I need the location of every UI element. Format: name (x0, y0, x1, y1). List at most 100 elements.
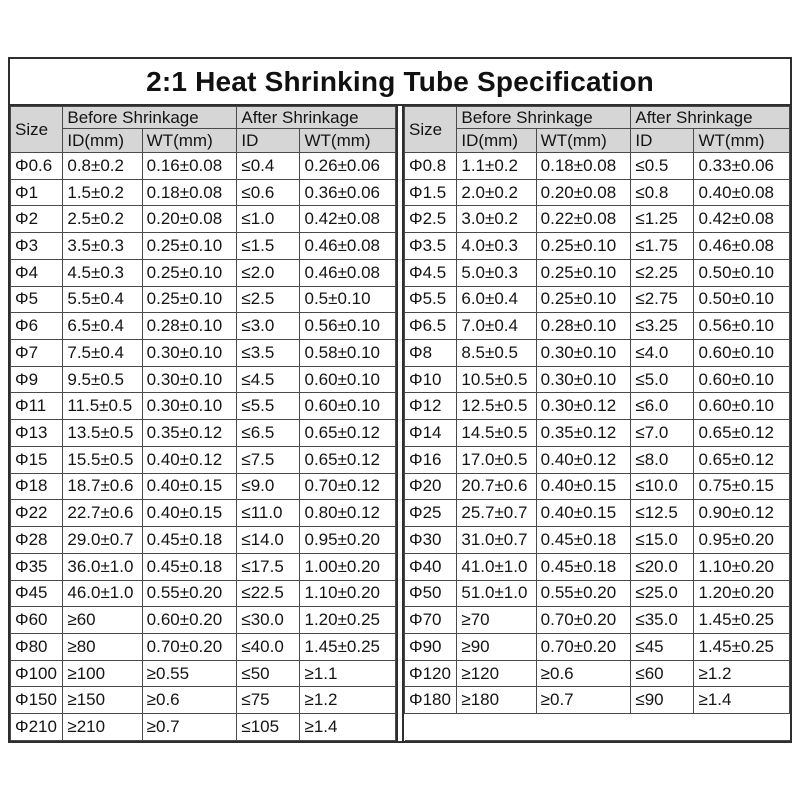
value-cell: ≥100 (62, 659, 143, 688)
value-cell: 0.5±0.10 (299, 285, 396, 314)
value-cell: 0.60±0.10 (299, 365, 396, 394)
table-row: Φ7 7.5±0.4 0.30±0.10 ≤3.5 0.58±0.10 (9, 339, 396, 367)
table-row: Φ22 22.7±0.6 0.40±0.15 ≤11.0 0.80±0.12 (9, 499, 396, 528)
size-cell: Φ6.5 (403, 312, 458, 341)
table-row: Φ70 ≥70 0.70±0.20 ≤35.0 1.45±0.25 (403, 606, 790, 634)
value-cell: 0.40±0.12 (141, 445, 238, 474)
table-row: Φ1.5 2.0±0.2 0.20±0.08 ≤0.8 0.40±0.08 (403, 178, 790, 207)
size-cell: Φ12 (403, 392, 458, 421)
value-cell: ≤2.25 (630, 258, 695, 287)
value-cell: 1.20±0.25 (299, 606, 396, 634)
table-row: Φ28 29.0±0.7 0.45±0.18 ≤14.0 0.95±0.20 (9, 526, 396, 554)
value-cell: ≤15.0 (630, 526, 695, 554)
size-cell: Φ180 (403, 686, 458, 715)
value-cell: 0.60±0.10 (693, 339, 790, 367)
value-cell: 7.0±0.4 (456, 312, 537, 341)
size-cell: Φ3.5 (403, 232, 458, 260)
table-row: Φ20 20.7±0.6 0.40±0.15 ≤10.0 0.75±0.15 (403, 472, 790, 501)
value-cell: 0.33±0.06 (693, 152, 790, 180)
value-cell: 0.60±0.10 (693, 392, 790, 421)
value-cell: ≤5.0 (630, 365, 695, 394)
value-cell: ≥1.1 (299, 659, 396, 688)
table-row: Φ90 ≥90 0.70±0.20 ≤45 1.45±0.25 (403, 632, 790, 661)
value-cell: 0.25±0.10 (535, 285, 632, 314)
value-cell: ≥90 (456, 632, 537, 661)
value-cell: 18.7±0.6 (62, 472, 143, 501)
value-cell: 0.50±0.10 (693, 258, 790, 287)
value-cell: ≥150 (62, 686, 143, 715)
value-cell: ≤4.5 (236, 365, 301, 394)
size-cell: Φ5 (9, 285, 64, 314)
value-cell: ≥0.6 (535, 659, 632, 688)
value-cell: 0.70±0.20 (141, 632, 238, 661)
size-cell: Φ210 (9, 713, 64, 741)
value-cell: 0.40±0.15 (141, 499, 238, 528)
table-row: Φ15 15.5±0.5 0.40±0.12 ≤7.5 0.65±0.12 (9, 445, 396, 474)
size-cell: Φ0.6 (9, 152, 64, 180)
value-cell: 2.0±0.2 (456, 178, 537, 207)
table-row: Φ5.5 6.0±0.4 0.25±0.10 ≤2.75 0.50±0.10 (403, 285, 790, 314)
size-cell: Φ11 (9, 392, 64, 421)
value-cell: 0.20±0.08 (535, 178, 632, 207)
value-cell: 0.30±0.10 (535, 365, 632, 394)
value-cell: 0.50±0.10 (693, 285, 790, 314)
value-cell: 0.45±0.18 (141, 552, 238, 581)
value-cell: ≥210 (62, 713, 143, 741)
value-cell: 0.80±0.12 (299, 499, 396, 528)
size-cell: Φ1.5 (403, 178, 458, 207)
value-cell: 1.1±0.2 (456, 152, 537, 180)
value-cell: 0.42±0.08 (299, 205, 396, 234)
size-cell: Φ0.8 (403, 152, 458, 180)
value-cell: 0.26±0.06 (299, 152, 396, 180)
value-cell: 2.5±0.2 (62, 205, 143, 234)
value-cell: 0.25±0.10 (535, 258, 632, 287)
header-sub-row: ID(mm) WT(mm) ID WT(mm) (11, 128, 396, 153)
size-cell: Φ20 (403, 472, 458, 501)
size-cell: Φ5.5 (403, 285, 458, 314)
value-cell: 10.5±0.5 (456, 365, 537, 394)
size-cell: Φ2.5 (403, 205, 458, 234)
value-cell: ≤1.5 (236, 232, 301, 260)
value-cell: 0.60±0.10 (693, 365, 790, 394)
size-cell: Φ2 (9, 205, 64, 234)
value-cell: 0.30±0.12 (535, 392, 632, 421)
table-row: Φ14 14.5±0.5 0.35±0.12 ≤7.0 0.65±0.12 (403, 419, 790, 447)
size-cell: Φ4.5 (403, 258, 458, 287)
value-cell: 31.0±0.7 (456, 526, 537, 554)
value-cell: 6.5±0.4 (62, 312, 143, 341)
value-cell: ≤75 (236, 686, 301, 715)
size-cell: Φ30 (403, 526, 458, 554)
table-row: Φ4 4.5±0.3 0.25±0.10 ≤2.0 0.46±0.08 (9, 258, 396, 287)
header-group-row: Size Before Shrinkage After Shrinkage (403, 106, 790, 153)
value-cell: 36.0±1.0 (62, 552, 143, 581)
table-row: Φ0.6 0.8±0.2 0.16±0.08 ≤0.4 0.26±0.06 (9, 152, 396, 180)
spec-table-right-wrapper: Size Before Shrinkage After Shrinkage ID… (402, 106, 790, 741)
table-row: Φ6.5 7.0±0.4 0.28±0.10 ≤3.25 0.56±0.10 (403, 312, 790, 341)
value-cell: 0.56±0.10 (693, 312, 790, 341)
value-cell: 0.35±0.12 (141, 419, 238, 447)
value-cell: 11.5±0.5 (62, 392, 143, 421)
value-cell: 8.5±0.5 (456, 339, 537, 367)
header-group-row: Size Before Shrinkage After Shrinkage (9, 106, 396, 153)
column-header-after-id: ID (236, 128, 301, 153)
size-cell: Φ28 (9, 526, 64, 554)
value-cell: ≤11.0 (236, 499, 301, 528)
value-cell: 0.75±0.15 (693, 472, 790, 501)
value-cell: 0.65±0.12 (693, 419, 790, 447)
value-cell: ≤1.0 (236, 205, 301, 234)
value-cell: 0.36±0.06 (299, 178, 396, 207)
table-row: Φ25 25.7±0.7 0.40±0.15 ≤12.5 0.90±0.12 (403, 499, 790, 528)
value-cell: ≤7.0 (630, 419, 695, 447)
size-cell: Φ45 (9, 579, 64, 608)
value-cell: ≥1.4 (299, 713, 396, 741)
size-cell: Φ4 (9, 258, 64, 287)
size-cell: Φ90 (403, 632, 458, 661)
value-cell: 0.65±0.12 (299, 445, 396, 474)
table-row: Φ13 13.5±0.5 0.35±0.12 ≤6.5 0.65±0.12 (9, 419, 396, 447)
value-cell: 3.5±0.3 (62, 232, 143, 260)
value-cell: 1.20±0.20 (693, 579, 790, 608)
spec-sheet: 2:1 Heat Shrinking Tube Specification Si… (8, 57, 792, 743)
value-cell: 1.45±0.25 (693, 632, 790, 661)
value-cell: ≤40.0 (236, 632, 301, 661)
size-cell: Φ14 (403, 419, 458, 447)
